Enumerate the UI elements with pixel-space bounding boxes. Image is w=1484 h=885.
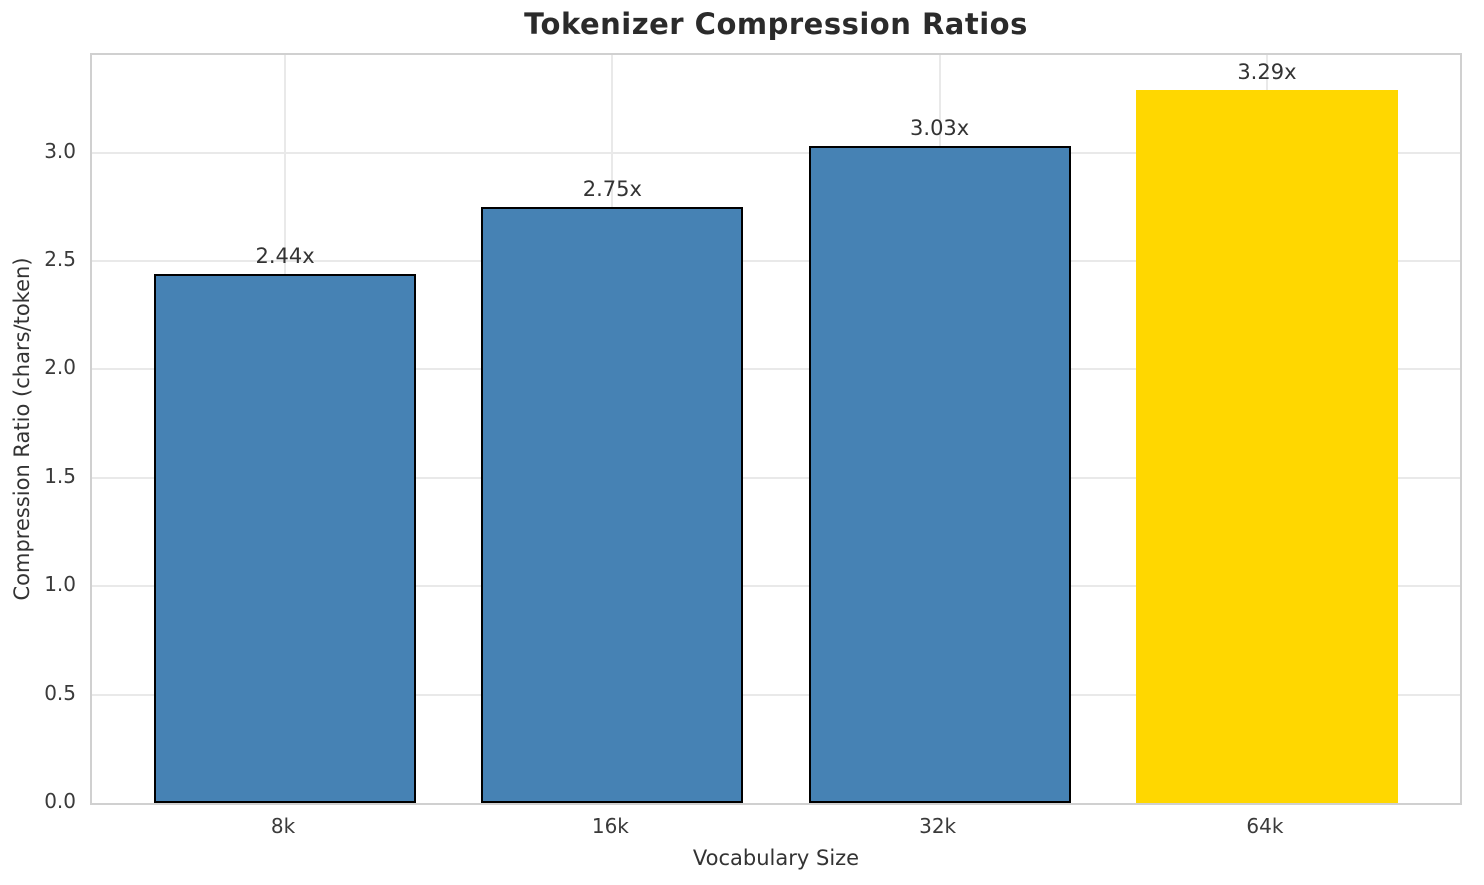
y-tick-label: 0.5: [44, 680, 76, 705]
y-axis-label: Compression Ratio (chars/token): [10, 257, 34, 601]
x-axis-label: Vocabulary Size: [692, 846, 860, 870]
x-tick-label: 16k: [591, 814, 629, 838]
bar-value-label: 2.44x: [255, 243, 315, 268]
y-gridline: [92, 259, 1460, 262]
bar-16k: [481, 206, 744, 803]
x-tick-label: 64k: [1246, 814, 1284, 838]
bar-value-label: 2.75x: [582, 176, 642, 201]
bar-64k: [1136, 89, 1398, 803]
y-gridline: [92, 151, 1460, 154]
bar-value-label: 3.03x: [910, 116, 970, 141]
x-tick-label: 8k: [270, 814, 296, 838]
chart-title: Tokenizer Compression Ratios: [524, 7, 1028, 41]
y-tick-label: 3.0: [44, 138, 76, 163]
y-gridline: [92, 368, 1460, 371]
bar-8k: [154, 273, 416, 803]
y-gridline: [92, 476, 1460, 479]
bar-value-label: 3.29x: [1237, 59, 1297, 84]
x-tick-label: 32k: [919, 814, 957, 838]
y-gridline: [92, 585, 1460, 588]
plot-area: 2.44x 2.75x 3.03x 3.29x: [90, 53, 1462, 805]
bar-32k: [808, 146, 1071, 803]
y-tick-label: 0.0: [44, 789, 76, 813]
y-gridline: [92, 693, 1460, 696]
